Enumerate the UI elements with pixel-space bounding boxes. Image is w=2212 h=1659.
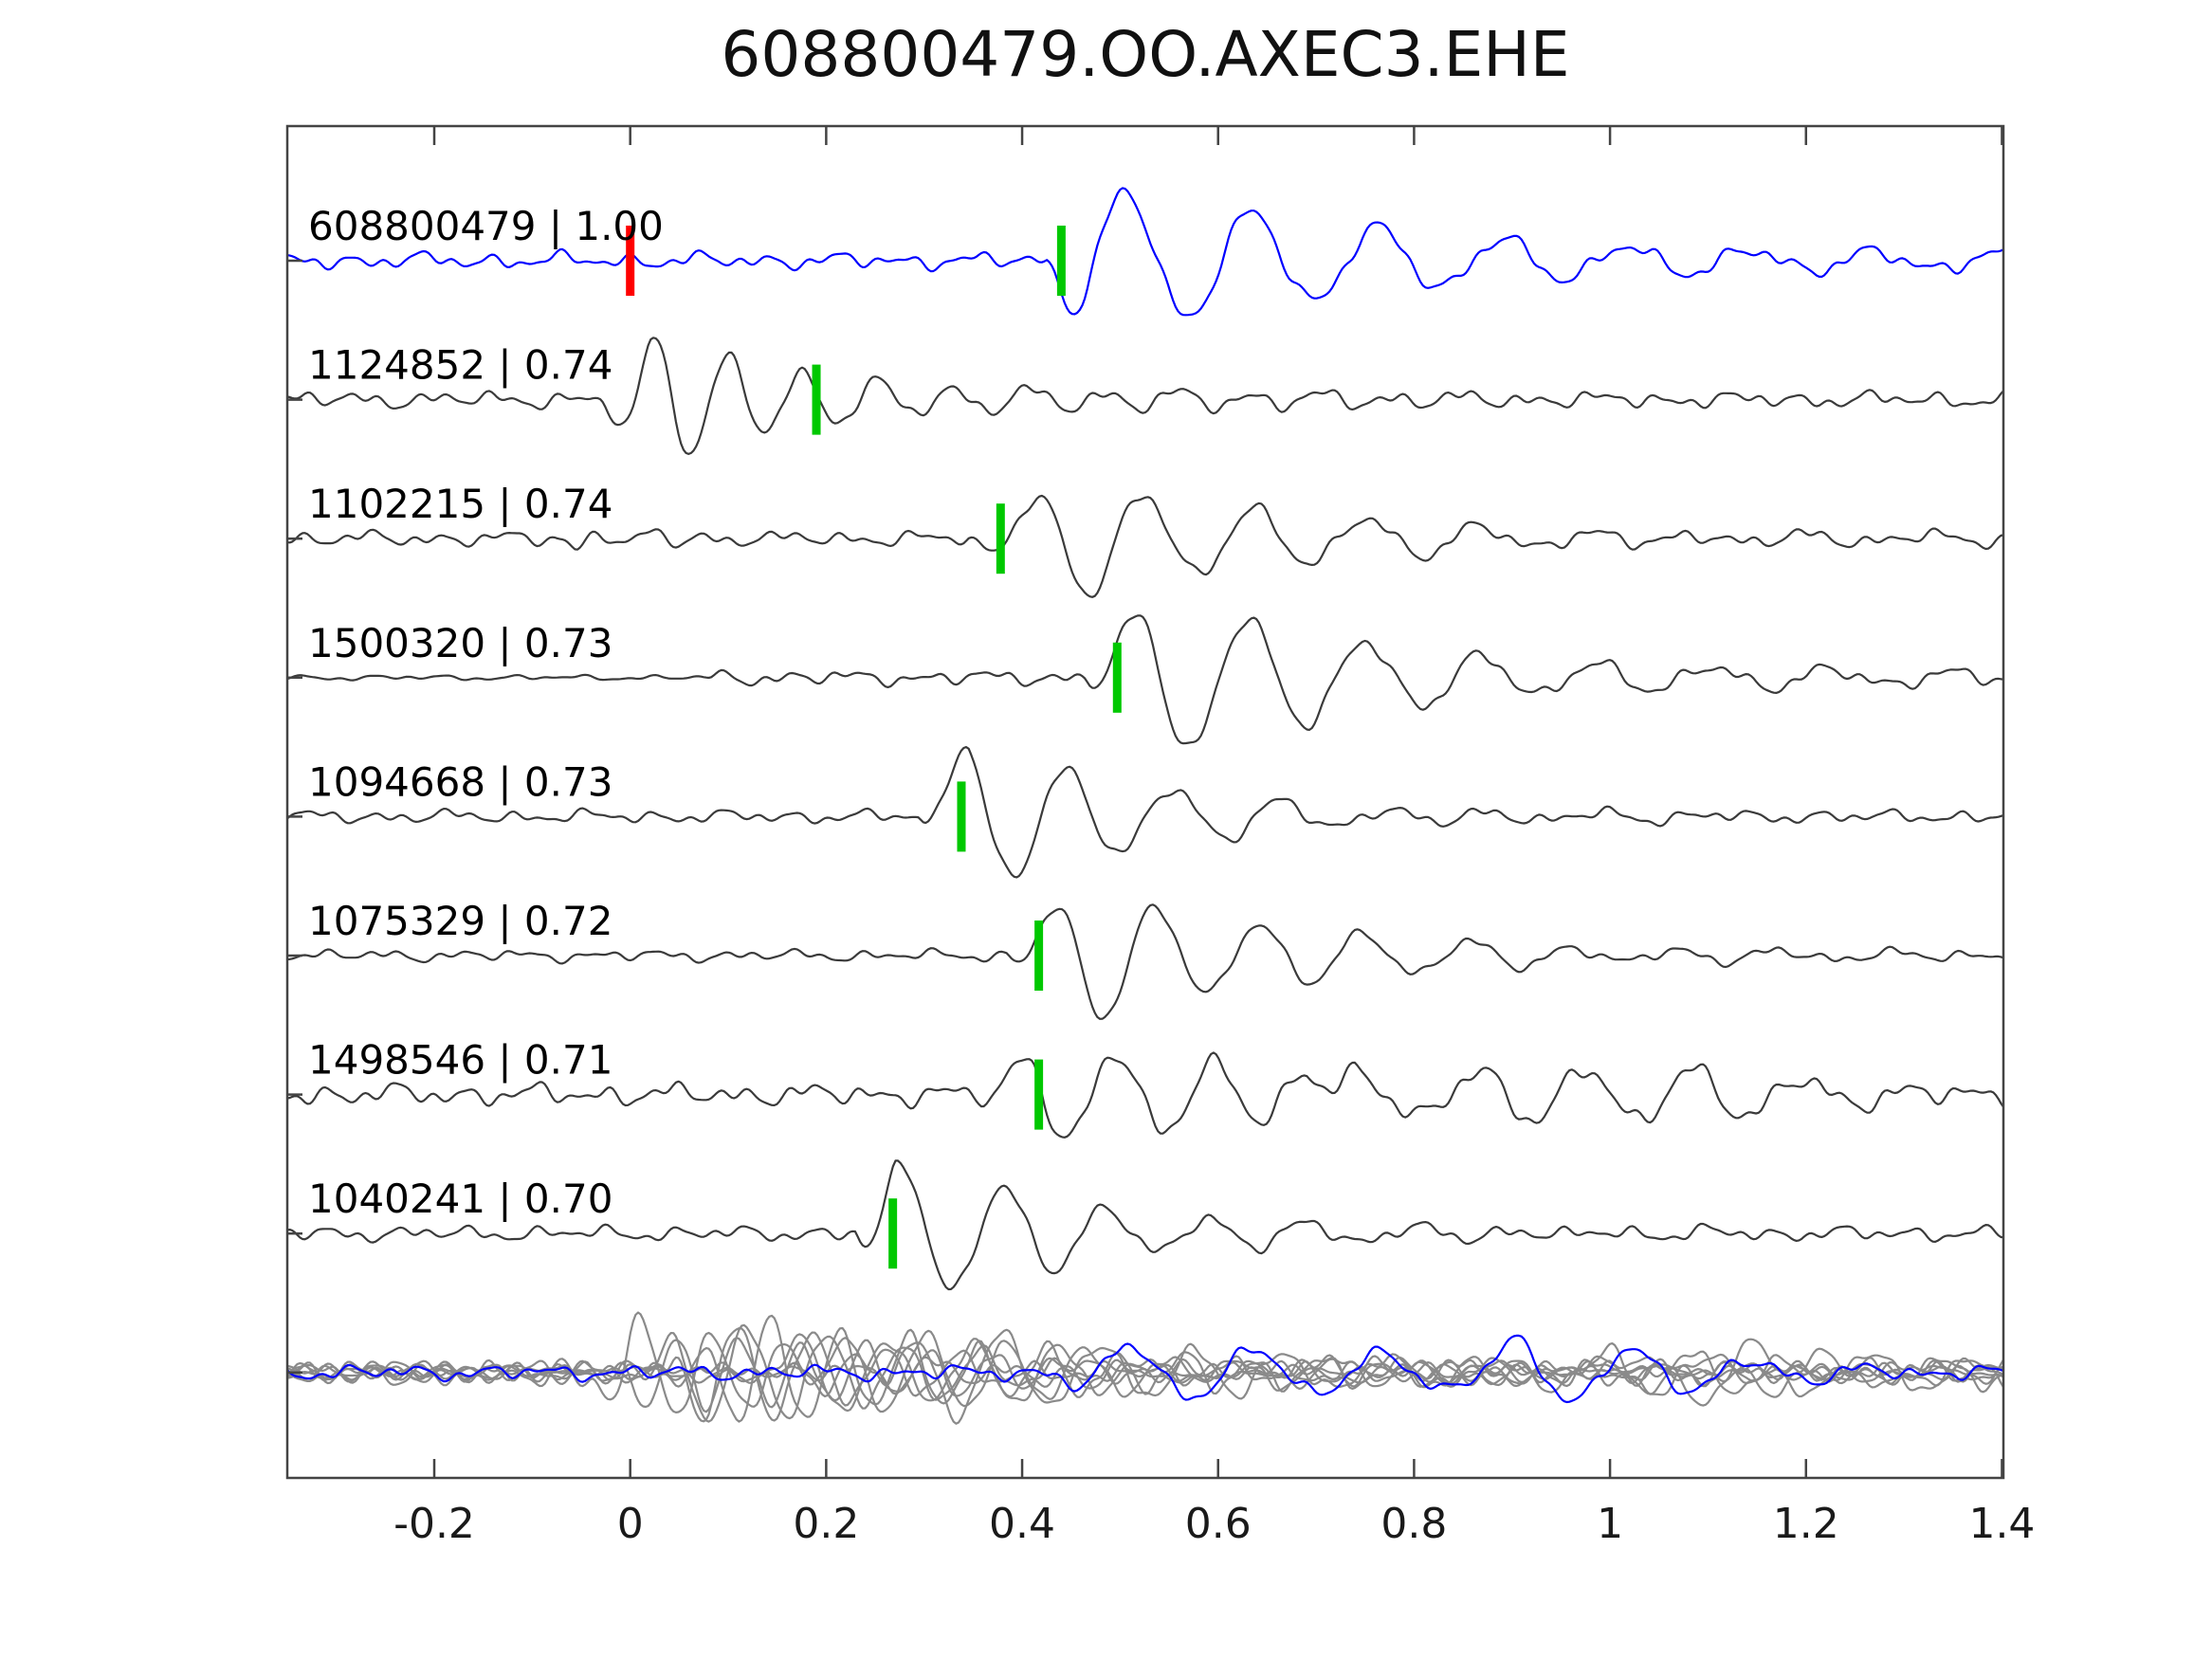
x-tick-label-1.4: 1.4 [1968,1500,2035,1548]
pick-marker-1094668 [957,781,966,852]
x-tick-label-0.2: 0.2 [793,1500,859,1548]
trace-label-1102215: 1102215 | 0.74 [308,481,612,527]
x-tick-label-0.4: 0.4 [989,1500,1055,1548]
x-tick-label--0.2: -0.2 [393,1500,475,1548]
waveform-1498546 [286,1051,2004,1139]
trace-label-1094668: 1094668 | 0.73 [308,758,612,805]
waveform-1102215 [286,494,2004,598]
pick-markers-layer [626,226,1122,1269]
origin-marker-608800479 [626,226,635,296]
x-tick-label-0.8: 0.8 [1380,1500,1447,1548]
pick-marker-1124852 [812,364,821,435]
x-tick-label-1: 1 [1597,1500,1623,1548]
pick-marker-1500320 [1112,642,1122,713]
x-tick-label-1.2: 1.2 [1773,1500,1839,1548]
trace-label-1075329: 1075329 | 0.72 [308,898,612,944]
pick-marker-1075329 [1034,921,1044,991]
waveform-608800479 [286,187,2004,317]
pick-marker-608800479 [1056,226,1066,296]
stack-template-trace [286,1334,2004,1404]
trace-label-1498546: 1498546 | 0.71 [308,1037,612,1084]
waveforms-layer [286,187,2004,1425]
text-layer: 608800479 | 1.00 1124852 | 0.74 1102215 | … [308,203,2035,1548]
trace-label-1040241: 1040241 | 0.70 [308,1176,612,1222]
waveform-1124852 [286,337,2004,455]
waveform-1500320 [286,614,2004,745]
plot-border [285,124,2005,1480]
trace-label-608800479: 608800479 | 1.00 [308,203,664,249]
axis-layer [285,124,2005,1480]
trace-label-1124852: 1124852 | 0.74 [308,342,612,389]
waveform-1075329 [286,903,2004,1020]
trace-label-1500320: 1500320 | 0.73 [308,620,612,666]
pick-marker-1102215 [996,503,1005,574]
figure-title: 608800479.OO.AXEC3.EHE [721,18,1569,91]
x-tick-label-0: 0 [617,1500,644,1548]
waveform-1094668 [286,746,2004,879]
waveform-1040241 [286,1159,2004,1291]
pick-marker-1040241 [888,1198,898,1269]
pick-marker-1498546 [1034,1059,1044,1130]
x-tick-label-0.6: 0.6 [1185,1500,1252,1548]
